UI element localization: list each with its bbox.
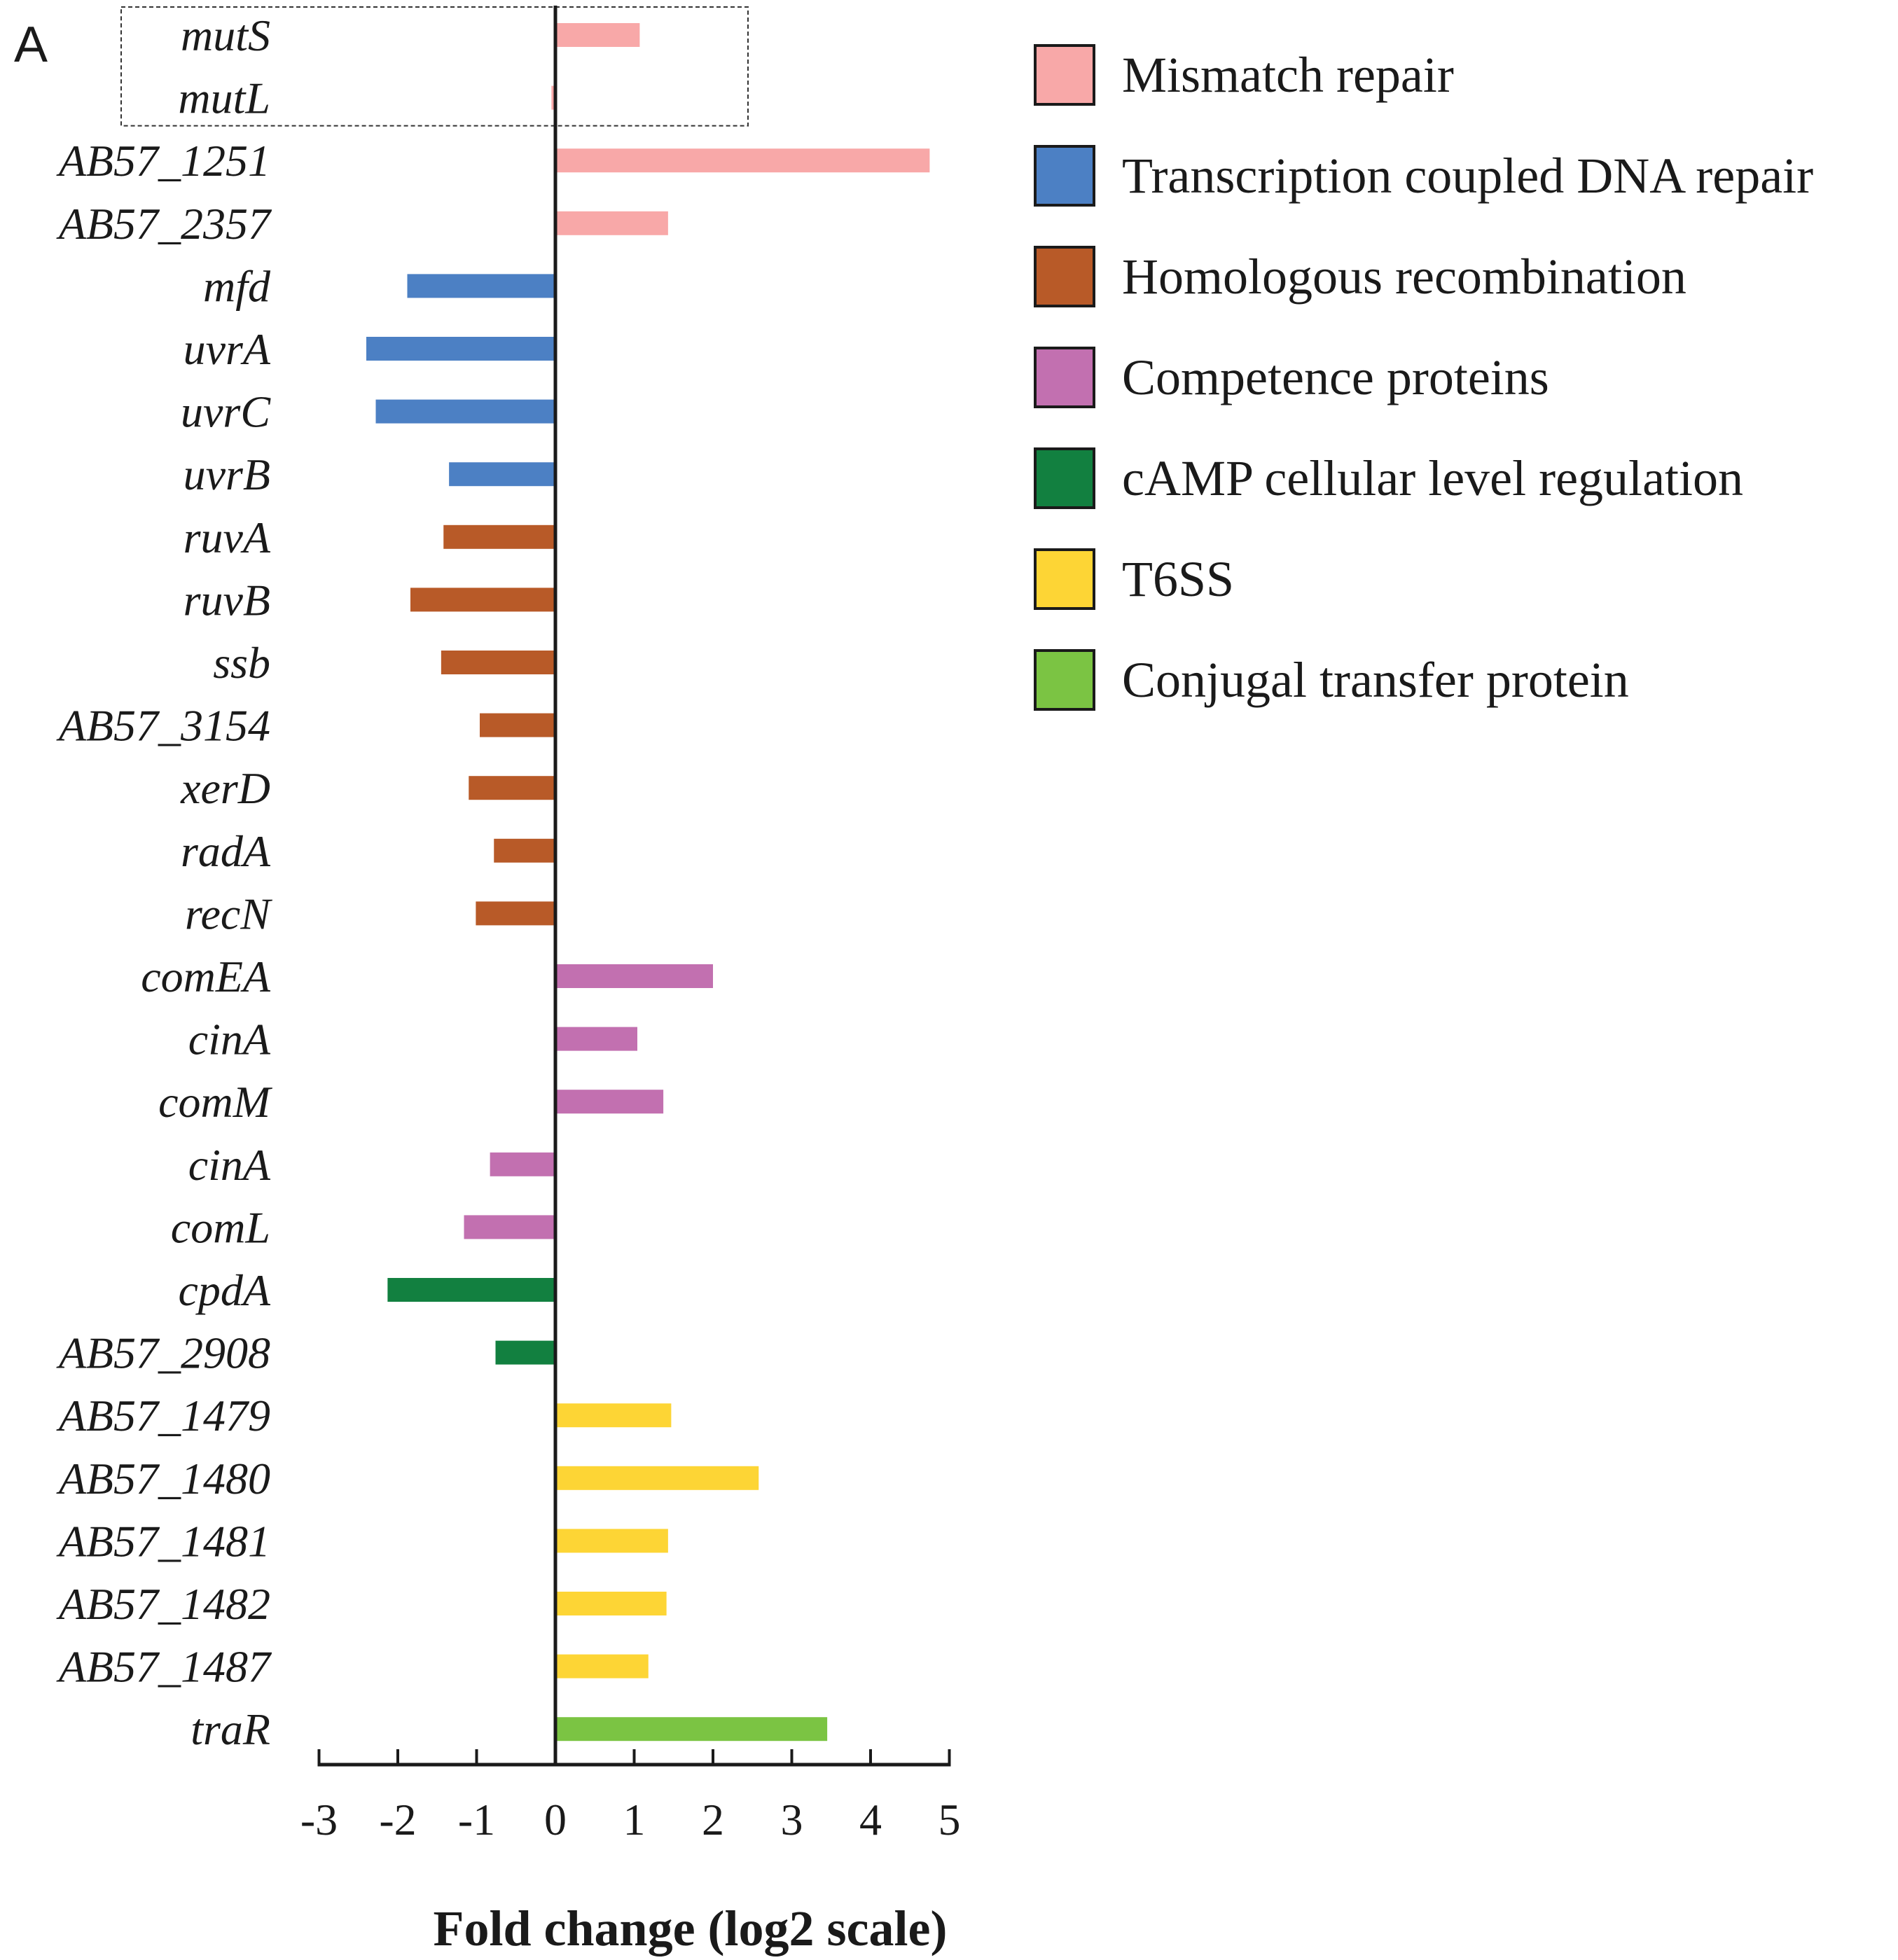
gene-label: comM xyxy=(158,1077,273,1127)
bar-ssb xyxy=(441,651,555,674)
bar-ab57-2357 xyxy=(555,211,668,235)
bar-mutl xyxy=(551,85,555,110)
bar-ab57-1480 xyxy=(555,1466,759,1490)
bar-mfd xyxy=(407,274,555,298)
gene-label: mfd xyxy=(203,261,271,311)
bar-xerd xyxy=(469,776,555,800)
gene-label: AB57_3154 xyxy=(56,701,270,751)
gene-label: AB57_1480 xyxy=(56,1454,270,1503)
bar-uvra xyxy=(366,337,555,361)
x-tick-label: 3 xyxy=(781,1795,803,1844)
legend-swatch-homologous xyxy=(1034,246,1095,307)
legend-swatch-conjugal xyxy=(1034,649,1095,711)
gene-label: comL xyxy=(171,1202,270,1252)
gene-label: comEA xyxy=(141,952,271,1001)
bar-trar xyxy=(555,1717,828,1742)
bar-coml xyxy=(464,1215,555,1239)
gene-label: AB57_2357 xyxy=(56,199,272,249)
x-tick-label: 4 xyxy=(859,1795,882,1844)
bar-uvrb xyxy=(449,462,555,487)
gene-label: AB57_1481 xyxy=(56,1516,270,1566)
gene-label: xerD xyxy=(180,763,270,813)
panel-label: A xyxy=(14,17,48,73)
x-tick-label: -1 xyxy=(458,1795,495,1844)
x-tick-label: -2 xyxy=(379,1795,416,1844)
legend-swatch-mismatch xyxy=(1034,44,1095,106)
bars-group xyxy=(366,23,930,1742)
bar-uvrc xyxy=(375,399,555,424)
legend-label-homologous: Homologous recombination xyxy=(1122,249,1686,305)
bar-ab57-1487 xyxy=(555,1654,649,1678)
legend-label-conjugal: Conjugal transfer protein xyxy=(1122,652,1629,708)
bar-ruvb xyxy=(410,588,555,612)
bar-ab57-1479 xyxy=(555,1403,672,1428)
gene-label: uvrC xyxy=(181,387,271,437)
bar-rada xyxy=(494,838,555,863)
bar-ab57-1481 xyxy=(555,1529,668,1553)
bar-ruva xyxy=(443,524,555,549)
gene-label: AB57_1251 xyxy=(56,136,270,186)
gene-label: uvrA xyxy=(183,324,271,374)
bar-ab57-2908 xyxy=(495,1340,555,1365)
bar-ab57-1482 xyxy=(555,1592,667,1615)
x-tick-label: 2 xyxy=(702,1795,724,1844)
x-tick-label: 0 xyxy=(544,1795,567,1844)
gene-label: ruvB xyxy=(183,575,270,625)
legend-swatch-transcription xyxy=(1034,145,1095,207)
bar-cpda xyxy=(387,1278,555,1302)
legend-label-t6ss: T6SS xyxy=(1122,551,1234,607)
gene-label: mutS xyxy=(181,11,270,60)
gene-label: AB57_1479 xyxy=(56,1391,270,1440)
x-axis-label: Fold change (log2 scale) xyxy=(434,1900,948,1956)
bar-muts xyxy=(555,23,640,47)
legend-swatch-camp xyxy=(1034,447,1095,509)
legend-label-mismatch: Mismatch repair xyxy=(1122,47,1454,103)
gene-label: AB57_1482 xyxy=(56,1579,270,1629)
gene-label: mutL xyxy=(178,74,270,123)
legend-swatch-t6ss xyxy=(1034,548,1095,610)
legend-swatch-competence xyxy=(1034,347,1095,408)
gene-label: AB57_2908 xyxy=(56,1328,270,1378)
gene-label: ruvA xyxy=(183,513,271,562)
gene-label: radA xyxy=(181,826,271,876)
x-axis-ticks: -3 -2 -1 0 1 2 3 4 5 xyxy=(300,1749,961,1844)
gene-label: cinA xyxy=(188,1140,271,1190)
gene-label: recN xyxy=(185,889,272,938)
bar-comea xyxy=(555,964,713,988)
x-tick-label: 1 xyxy=(623,1795,646,1844)
bar-ab57-3154 xyxy=(480,713,555,737)
bar-cina xyxy=(490,1152,555,1176)
x-tick-label: 5 xyxy=(938,1795,961,1844)
legend-label-competence: Competence proteins xyxy=(1122,349,1549,405)
gene-label: AB57_1487 xyxy=(56,1642,272,1692)
legend-label-camp: cAMP cellular level regulation xyxy=(1122,450,1743,506)
legend: Mismatch repair Transcription coupled DNA… xyxy=(1034,44,1813,711)
legend-label-transcription: Transcription coupled DNA repair xyxy=(1122,148,1813,204)
x-tick-label: -3 xyxy=(300,1795,338,1844)
bar-ab57-1251 xyxy=(555,148,930,173)
gene-label: cinA xyxy=(188,1015,271,1064)
gene-label: ssb xyxy=(213,638,270,688)
highlight-box xyxy=(120,6,749,127)
bar-cina xyxy=(555,1027,637,1051)
gene-label: cpdA xyxy=(179,1265,271,1315)
bar-recn xyxy=(476,901,555,926)
gene-label: traR xyxy=(191,1704,270,1754)
bar-comm xyxy=(555,1090,664,1114)
gene-label: uvrB xyxy=(183,450,270,499)
